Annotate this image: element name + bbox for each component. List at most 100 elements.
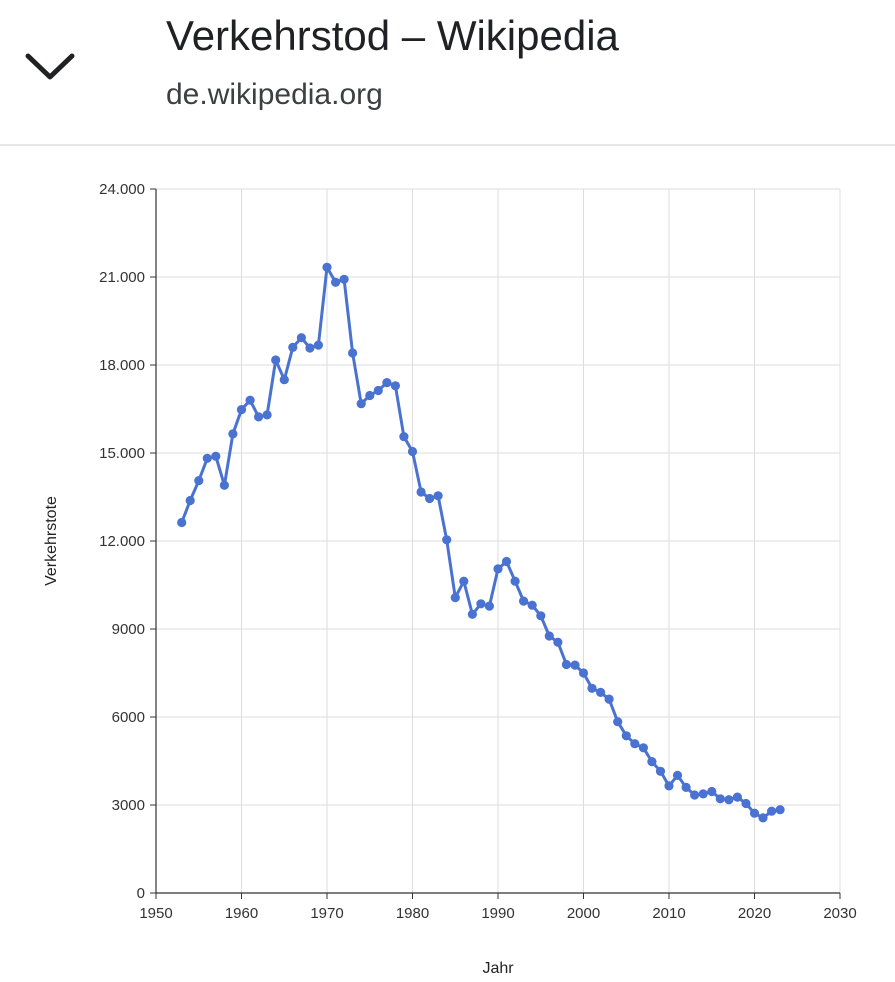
x-tick-label: 2010: [652, 905, 685, 922]
data-point: [775, 805, 785, 815]
page-domain: de.wikipedia.org: [166, 78, 383, 111]
collapse-button[interactable]: [14, 36, 86, 96]
data-point: [749, 808, 760, 818]
data-point: [561, 659, 572, 670]
data-point: [296, 333, 306, 343]
data-point: [305, 343, 315, 353]
data-point: [544, 631, 554, 641]
series-line: [180, 265, 782, 820]
data-point: [390, 381, 400, 391]
chart-axes: [150, 188, 841, 899]
series-verkehrstote: [177, 262, 785, 823]
data-point: [433, 491, 443, 501]
data-point: [262, 410, 272, 420]
data-point: [348, 348, 358, 358]
chevron-down-icon: [25, 53, 75, 80]
x-tick-label: 2020: [738, 905, 771, 922]
data-point: [211, 451, 221, 461]
data-point: [715, 794, 725, 804]
data-point: [194, 476, 204, 486]
x-tick-label: 1960: [225, 905, 258, 922]
data-point: [356, 399, 366, 409]
y-tick-label: 21.000: [99, 269, 145, 286]
data-point: [707, 786, 717, 797]
data-point: [425, 493, 435, 504]
data-point: [416, 487, 426, 497]
data-point: [613, 717, 623, 727]
data-point: [271, 355, 281, 365]
data-point: [501, 556, 512, 567]
data-point: [630, 739, 640, 749]
chart-tick-labels: 0 3000 6000 9000 12.000 15.000 18.000 21.000 24.…: [99, 181, 857, 922]
data-point: [322, 262, 332, 272]
data-point: [604, 694, 614, 704]
data-point: [527, 600, 537, 610]
data-point: [407, 446, 418, 457]
data-point: [219, 480, 229, 490]
data-point: [467, 609, 477, 619]
y-tick-label: 9000: [112, 621, 145, 638]
y-tick-label: 6000: [112, 709, 145, 726]
y-tick-label: 3000: [112, 797, 145, 814]
data-point: [382, 378, 392, 388]
y-tick-label: 18.000: [99, 357, 145, 374]
data-point: [288, 342, 298, 352]
data-point: [476, 599, 486, 609]
data-point: [553, 637, 563, 647]
data-point: [339, 274, 349, 284]
data-point: [177, 517, 187, 528]
data-point: [365, 390, 375, 401]
y-tick-label: 24.000: [99, 181, 145, 198]
data-point: [510, 576, 520, 586]
chart-grid: [156, 188, 841, 893]
page-title: Verkehrstod – Wikipedia: [166, 12, 619, 59]
x-axis-title: Jahr: [482, 960, 514, 977]
data-point: [450, 593, 460, 603]
data-point: [587, 683, 597, 693]
x-tick-label: 1990: [481, 905, 514, 922]
data-point: [621, 731, 631, 741]
data-point: [767, 806, 777, 816]
data-point: [245, 395, 255, 405]
data-point: [373, 385, 383, 396]
y-tick-label: 12.000: [99, 533, 145, 550]
data-point: [578, 668, 589, 678]
data-point: [672, 770, 683, 781]
data-point: [758, 813, 768, 823]
data-point: [741, 798, 751, 809]
data-point: [655, 766, 666, 776]
x-tick-label: 2000: [567, 905, 600, 922]
data-point: [724, 795, 734, 805]
data-point: [690, 790, 700, 800]
traffic-deaths-chart: 0 3000 6000 9000 12.000 15.000 18.000 21.000 24.…: [43, 181, 857, 977]
y-tick-label: 0: [137, 885, 145, 902]
data-point: [596, 687, 606, 698]
data-point: [442, 535, 452, 545]
y-axis-title: Verkehrstote: [43, 496, 60, 586]
x-tick-label: 2030: [823, 905, 856, 922]
data-point: [254, 412, 264, 422]
data-point: [698, 789, 708, 799]
data-point: [536, 611, 546, 621]
data-point: [638, 743, 649, 753]
data-point: [519, 596, 529, 606]
data-point: [493, 564, 503, 574]
data-point: [185, 495, 195, 506]
data-point: [570, 660, 580, 670]
x-tick-label: 1950: [139, 905, 172, 922]
x-tick-label: 1980: [396, 905, 429, 922]
data-point: [484, 601, 494, 611]
data-point: [459, 576, 469, 586]
data-point: [279, 375, 289, 385]
x-tick-label: 1970: [310, 905, 343, 922]
data-point: [647, 757, 657, 767]
data-point: [732, 792, 743, 802]
data-point: [202, 453, 212, 463]
data-point: [399, 432, 409, 442]
y-tick-label: 15.000: [99, 445, 145, 462]
data-point: [664, 781, 674, 791]
page-header: Verkehrstod – Wikipedia de.wikipedia.org: [0, 0, 895, 146]
data-point: [681, 782, 691, 793]
data-point: [236, 405, 247, 415]
data-point: [331, 277, 341, 287]
